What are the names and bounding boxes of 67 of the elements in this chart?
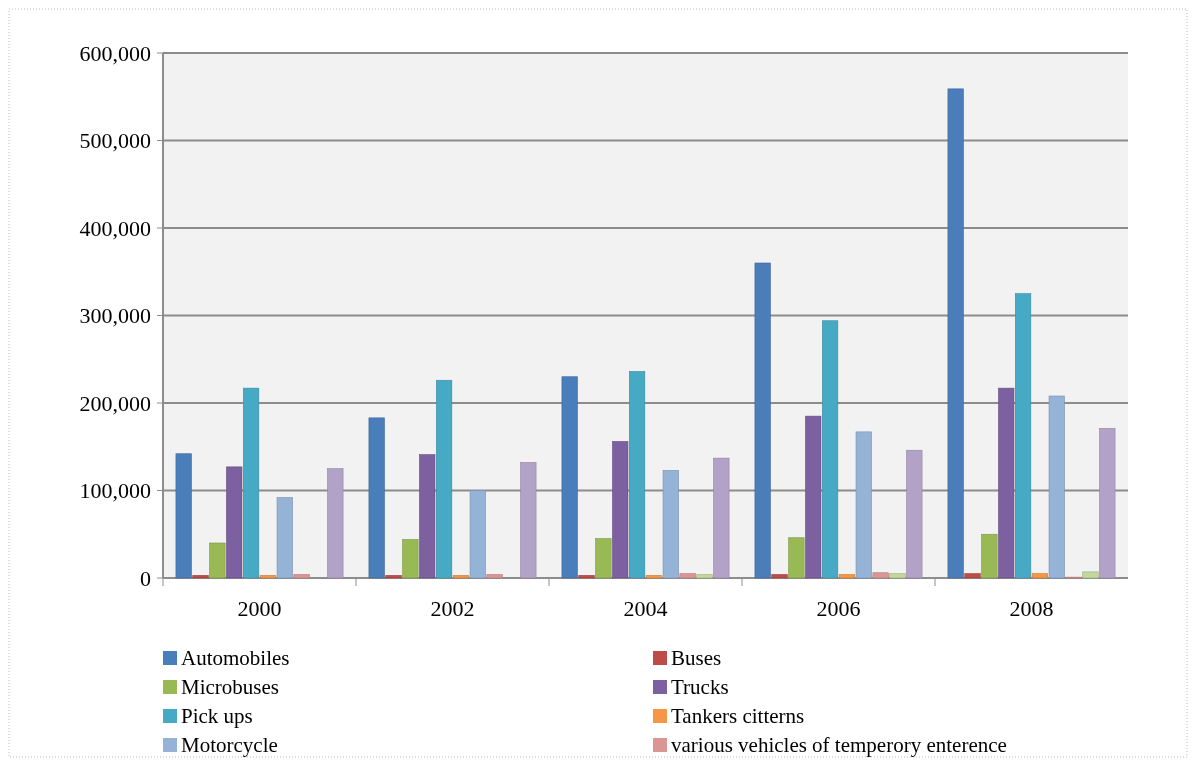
bar xyxy=(855,431,872,579)
x-tick-label: 2000 xyxy=(237,596,282,621)
bar xyxy=(754,262,771,579)
bar xyxy=(486,574,503,579)
bar xyxy=(452,575,469,579)
x-tick-label: 2004 xyxy=(623,596,668,621)
y-tick-label: 400,000 xyxy=(79,215,151,241)
bar xyxy=(906,449,923,579)
bar xyxy=(226,466,243,579)
bar xyxy=(192,575,209,579)
bar xyxy=(578,575,595,579)
legend-label: Pick ups xyxy=(181,704,253,729)
legend-label: various vehicles of temperory enterence xyxy=(671,733,1007,758)
bar xyxy=(872,572,889,579)
bar xyxy=(327,468,344,579)
bar xyxy=(612,441,629,579)
y-tick-label: 0 xyxy=(140,565,151,591)
x-tick-label: 2002 xyxy=(430,596,475,621)
bar xyxy=(713,457,730,579)
bar xyxy=(402,539,419,579)
bar xyxy=(645,575,662,579)
bar xyxy=(1048,395,1065,579)
bar xyxy=(838,574,855,579)
bar xyxy=(679,573,696,579)
bar xyxy=(1099,428,1116,579)
bar xyxy=(595,538,612,579)
bar xyxy=(385,575,402,579)
bar xyxy=(293,574,310,579)
x-tick-label: 2008 xyxy=(1009,596,1054,621)
legend-label: Microbuses xyxy=(181,675,279,700)
legend-label: Buses xyxy=(671,646,722,671)
bar xyxy=(276,497,293,579)
bar xyxy=(822,320,839,579)
bar xyxy=(436,379,453,579)
bar xyxy=(1082,571,1099,579)
x-tick-label: 2006 xyxy=(816,596,861,621)
bar xyxy=(419,454,436,579)
bar xyxy=(368,417,385,579)
bar xyxy=(1031,573,1048,579)
bar xyxy=(788,537,805,579)
bar xyxy=(998,387,1015,579)
legend-label: Trucks xyxy=(671,675,729,700)
y-tick-label: 600,000 xyxy=(79,40,151,66)
y-tick-label: 100,000 xyxy=(79,478,151,504)
bar xyxy=(981,533,998,579)
bar xyxy=(629,371,646,579)
bar xyxy=(1015,293,1032,579)
legend-label: Automobiles xyxy=(181,646,290,671)
bar xyxy=(469,490,486,579)
bar xyxy=(805,415,822,579)
bar xyxy=(964,573,981,579)
legend-label: Motorcycle xyxy=(181,733,278,758)
bar xyxy=(662,470,679,579)
y-tick-label: 500,000 xyxy=(79,128,151,154)
bar xyxy=(889,573,906,579)
bar xyxy=(175,453,192,579)
legend-label: Tankers citterns xyxy=(671,704,805,729)
bar xyxy=(947,88,964,579)
y-tick-label: 200,000 xyxy=(79,390,151,416)
bar xyxy=(771,574,788,579)
bar xyxy=(259,575,276,579)
bar xyxy=(561,376,578,579)
bar xyxy=(209,542,226,579)
bar xyxy=(520,462,537,579)
bar xyxy=(243,387,260,579)
y-tick-label: 300,000 xyxy=(79,303,151,329)
bar xyxy=(696,574,713,579)
